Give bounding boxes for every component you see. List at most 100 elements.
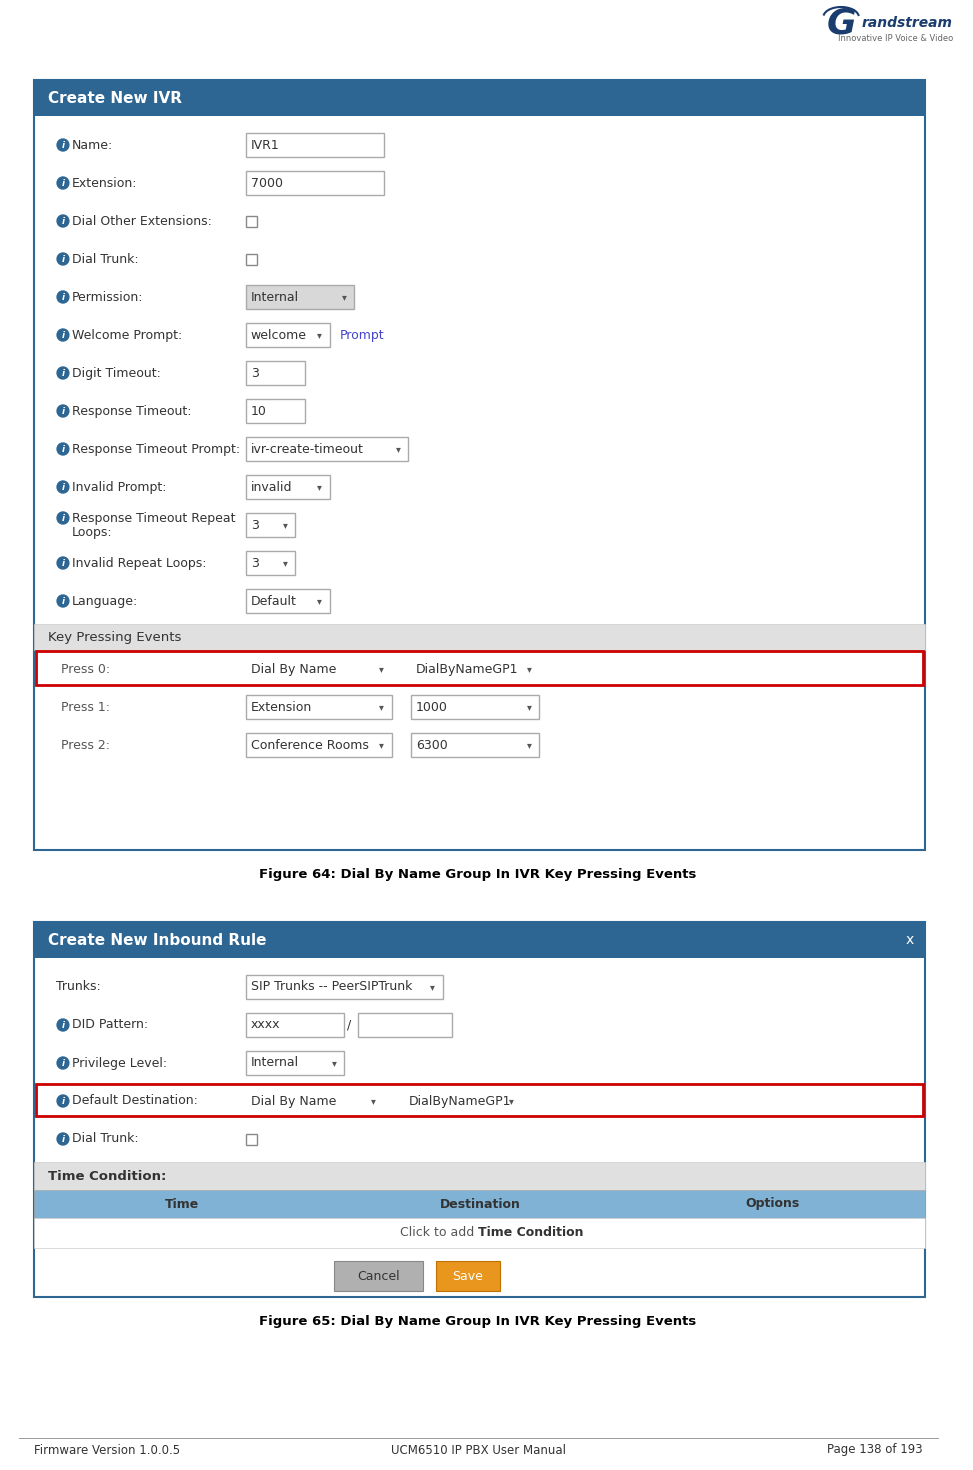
Text: Save: Save bbox=[451, 1270, 483, 1282]
Circle shape bbox=[57, 329, 69, 341]
Text: Response Timeout Prompt:: Response Timeout Prompt: bbox=[72, 442, 240, 456]
Text: Response Timeout Repeat: Response Timeout Repeat bbox=[72, 512, 235, 525]
Bar bbox=[246, 975, 443, 1000]
Text: ▾: ▾ bbox=[317, 329, 322, 340]
Text: Dial Trunk:: Dial Trunk: bbox=[72, 253, 138, 266]
Bar bbox=[34, 922, 924, 958]
Text: Destination: Destination bbox=[440, 1198, 521, 1210]
Text: G: G bbox=[826, 6, 856, 40]
Text: /: / bbox=[347, 1019, 351, 1032]
Bar bbox=[358, 1013, 451, 1036]
Text: Page 138 of 193: Page 138 of 193 bbox=[827, 1444, 922, 1457]
Circle shape bbox=[57, 368, 69, 379]
Text: Create New IVR: Create New IVR bbox=[49, 91, 182, 106]
Bar bbox=[246, 475, 330, 498]
Bar bbox=[412, 695, 539, 719]
Text: Key Pressing Events: Key Pressing Events bbox=[49, 631, 182, 644]
Text: i: i bbox=[61, 559, 64, 567]
Text: Click to add: Click to add bbox=[400, 1226, 478, 1239]
Text: Digit Timeout:: Digit Timeout: bbox=[72, 366, 161, 379]
Bar bbox=[34, 922, 924, 1297]
Bar bbox=[246, 132, 383, 157]
Bar bbox=[246, 285, 354, 309]
Bar bbox=[246, 657, 391, 681]
Text: Conference Rooms: Conference Rooms bbox=[251, 738, 369, 751]
Text: ▾: ▾ bbox=[526, 703, 531, 711]
Text: 6300: 6300 bbox=[416, 738, 448, 751]
Text: i: i bbox=[61, 254, 64, 263]
Bar bbox=[246, 1051, 344, 1075]
Text: i: i bbox=[61, 293, 64, 301]
Text: i: i bbox=[61, 369, 64, 378]
Text: Response Timeout:: Response Timeout: bbox=[72, 404, 192, 417]
Bar bbox=[246, 1089, 383, 1113]
Text: Figure 65: Dial By Name Group In IVR Key Pressing Events: Figure 65: Dial By Name Group In IVR Key… bbox=[260, 1314, 697, 1327]
Bar bbox=[246, 437, 409, 462]
Text: welcome: welcome bbox=[251, 328, 306, 341]
Text: Internal: Internal bbox=[251, 1057, 299, 1070]
Text: ▾: ▾ bbox=[283, 559, 288, 567]
Text: Time Condition:: Time Condition: bbox=[49, 1170, 166, 1182]
Text: Prompt: Prompt bbox=[340, 328, 384, 341]
Text: Default Destination:: Default Destination: bbox=[72, 1095, 198, 1107]
Text: Name:: Name: bbox=[72, 138, 113, 151]
Circle shape bbox=[57, 140, 69, 151]
Text: Options: Options bbox=[745, 1198, 800, 1210]
Bar bbox=[36, 651, 922, 685]
Circle shape bbox=[57, 176, 69, 190]
Text: i: i bbox=[61, 482, 64, 491]
Text: Extension: Extension bbox=[251, 701, 312, 713]
Bar bbox=[412, 657, 539, 681]
Text: ▾: ▾ bbox=[372, 1097, 377, 1105]
Bar bbox=[246, 216, 257, 226]
Circle shape bbox=[57, 1057, 69, 1069]
Text: ▾: ▾ bbox=[379, 739, 384, 750]
Text: Cancel: Cancel bbox=[357, 1270, 400, 1282]
Text: xxxx: xxxx bbox=[251, 1019, 280, 1032]
Text: UCM6510 IP PBX User Manual: UCM6510 IP PBX User Manual bbox=[390, 1444, 565, 1457]
Text: Loops:: Loops: bbox=[72, 525, 113, 538]
Text: ▾: ▾ bbox=[342, 293, 346, 301]
Text: Welcome Prompt:: Welcome Prompt: bbox=[72, 328, 182, 341]
Bar bbox=[34, 1191, 924, 1219]
Circle shape bbox=[57, 481, 69, 492]
Bar bbox=[34, 79, 924, 850]
Text: 1000: 1000 bbox=[416, 701, 448, 713]
Text: Language:: Language: bbox=[72, 594, 138, 607]
Text: ▾: ▾ bbox=[317, 595, 322, 606]
Bar bbox=[34, 623, 924, 650]
Bar bbox=[34, 1219, 924, 1248]
Text: 10: 10 bbox=[251, 404, 267, 417]
Bar bbox=[246, 362, 305, 385]
Text: Dial By Name: Dial By Name bbox=[251, 1095, 337, 1107]
Text: Innovative IP Voice & Video: Innovative IP Voice & Video bbox=[838, 34, 953, 43]
Text: Default: Default bbox=[251, 594, 297, 607]
Text: i: i bbox=[61, 141, 64, 150]
Bar bbox=[335, 1261, 423, 1291]
Bar bbox=[34, 79, 924, 116]
Text: ▾: ▾ bbox=[379, 703, 384, 711]
Bar bbox=[246, 695, 391, 719]
Text: Invalid Prompt:: Invalid Prompt: bbox=[72, 481, 166, 494]
Bar bbox=[246, 551, 295, 575]
Circle shape bbox=[57, 512, 69, 523]
Text: 3: 3 bbox=[251, 366, 259, 379]
Bar bbox=[36, 1083, 922, 1116]
Text: Time Condition: Time Condition bbox=[478, 1226, 584, 1239]
Text: ▾: ▾ bbox=[379, 664, 384, 675]
Text: Press 1:: Press 1: bbox=[61, 701, 110, 713]
Text: ▾: ▾ bbox=[332, 1058, 337, 1069]
Text: Privilege Level:: Privilege Level: bbox=[72, 1057, 167, 1070]
Text: Time: Time bbox=[164, 1198, 199, 1210]
Text: Dial Other Extensions:: Dial Other Extensions: bbox=[72, 215, 212, 228]
Text: ▾: ▾ bbox=[526, 739, 531, 750]
Text: DialByNameGP1: DialByNameGP1 bbox=[409, 1095, 511, 1107]
Circle shape bbox=[57, 1019, 69, 1030]
Text: DialByNameGP1: DialByNameGP1 bbox=[416, 663, 519, 676]
Circle shape bbox=[57, 595, 69, 607]
Text: Permission:: Permission: bbox=[72, 291, 143, 303]
Bar bbox=[34, 1161, 924, 1191]
Text: Press 0:: Press 0: bbox=[61, 663, 110, 676]
Circle shape bbox=[57, 215, 69, 226]
Text: Extension:: Extension: bbox=[72, 176, 137, 190]
